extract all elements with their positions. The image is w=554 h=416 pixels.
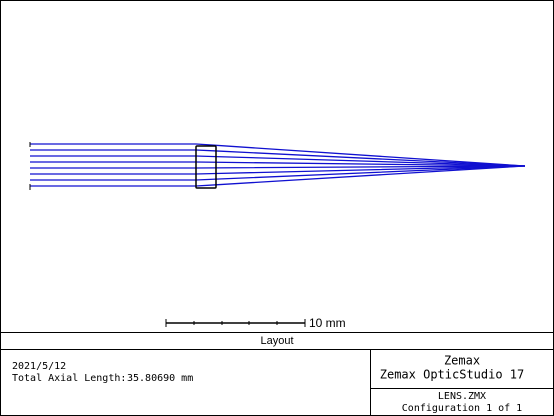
ray — [30, 149, 526, 167]
ray — [30, 165, 526, 175]
axial-length-value: 35.80690 mm — [127, 373, 193, 384]
date: 2021/5/12 — [12, 361, 66, 372]
scale-label: 10 mm — [309, 316, 346, 330]
configuration: Configuration 1 of 1 — [402, 403, 522, 414]
ray — [30, 165, 526, 187]
ray — [30, 165, 526, 181]
ray — [30, 165, 526, 169]
ray — [30, 143, 526, 167]
vendor: Zemax — [444, 354, 480, 368]
title: Layout — [260, 335, 293, 347]
product: Zemax OpticStudio 17 — [380, 368, 525, 382]
ray-bundle — [30, 143, 526, 187]
scale-bar — [165, 319, 306, 327]
ray — [30, 155, 526, 167]
lens — [195, 145, 217, 189]
file-name: LENS.ZMX — [438, 391, 486, 402]
axial-length-label: Total Axial Length: — [12, 373, 126, 384]
ray — [30, 161, 526, 167]
